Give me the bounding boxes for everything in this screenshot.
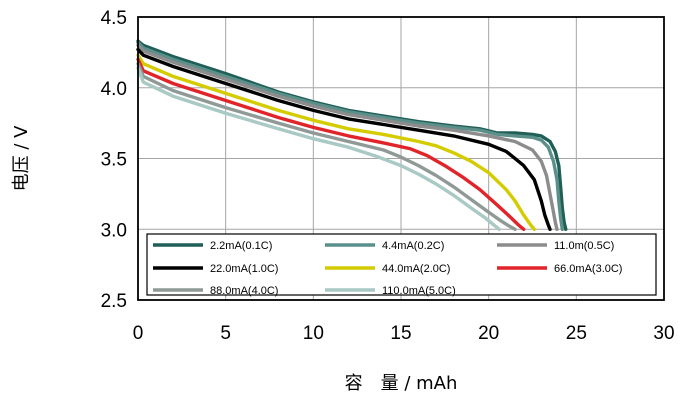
y-tick-labels: 2.5 3.0 3.5 4.0 4.5 — [101, 8, 127, 312]
legend-label: 66.0mA(3.0C) — [554, 263, 622, 275]
y-tick-label: 4.0 — [101, 79, 127, 100]
x-tick-labels: 0 5 10 15 20 25 30 — [133, 323, 675, 344]
series-line — [136, 57, 526, 231]
legend: 2.2mA(0.1C) 4.4mA(0.2C) 11.0m(0.5C) 22.0mA(… — [146, 233, 657, 297]
legend-label: 2.2mA(0.1C) — [210, 240, 272, 252]
series-line — [136, 62, 517, 231]
series-line — [136, 40, 564, 231]
legend-label: 88.0mA(4.0C) — [210, 285, 278, 297]
x-tick-label: 15 — [390, 323, 411, 344]
legend-label: 22.0mA(1.0C) — [210, 263, 278, 275]
x-tick-label: 20 — [478, 323, 499, 344]
legend-label: 11.0m(0.5C) — [554, 240, 614, 252]
y-tick-label: 4.5 — [101, 8, 127, 29]
x-tick-label: 5 — [220, 323, 231, 344]
y-axis-title: 电压 / V — [11, 125, 32, 192]
legend-label: 4.4mA(0.2C) — [382, 240, 444, 252]
x-tick-label: 25 — [566, 323, 587, 344]
series-line — [136, 53, 536, 231]
series-line — [136, 47, 552, 231]
x-tick-label: 0 — [133, 323, 144, 344]
x-axis-title: 容 量 / mAh — [345, 373, 458, 394]
series-line — [136, 66, 501, 231]
legend-label: 110.0mA(5.0C) — [382, 285, 456, 297]
y-tick-label: 3.5 — [101, 150, 127, 171]
legend-label: 44.0mA(2.0C) — [382, 263, 450, 275]
y-tick-label: 2.5 — [101, 291, 127, 312]
series-line — [136, 43, 559, 231]
series-lines — [136, 39, 568, 231]
legend-box — [146, 233, 657, 296]
y-tick-label: 3.0 — [101, 220, 127, 241]
x-tick-label: 10 — [303, 323, 324, 344]
x-tick-label: 30 — [653, 323, 674, 344]
plot-frame — [137, 16, 665, 301]
